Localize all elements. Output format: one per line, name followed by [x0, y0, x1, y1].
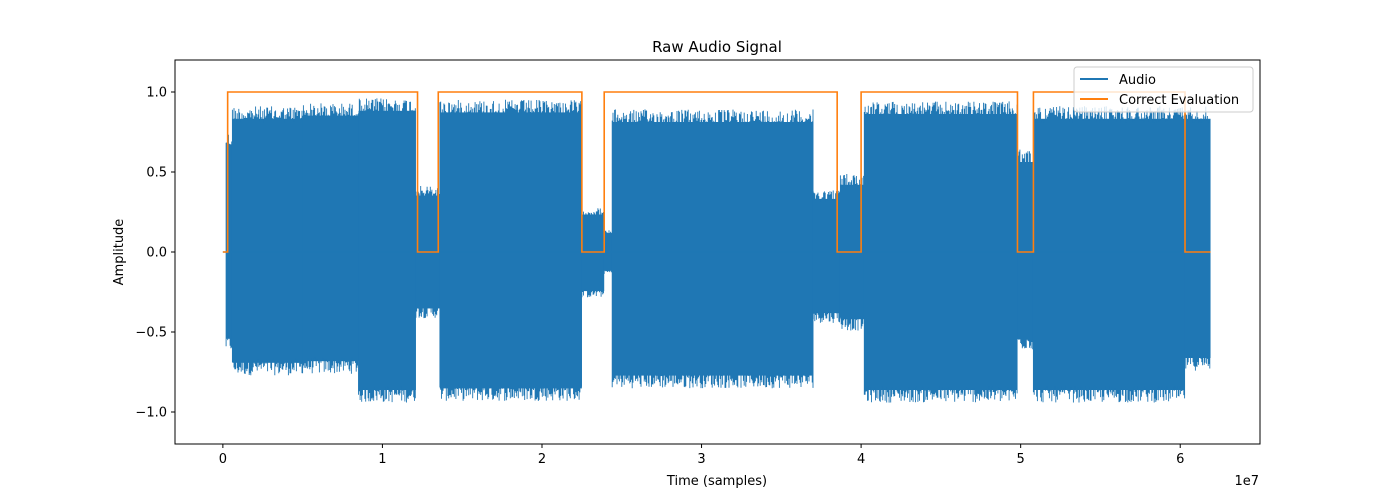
- y-tick-label: 1.0: [146, 86, 167, 101]
- audio-segment: [611, 109, 814, 389]
- x-tick-label: 1: [378, 452, 386, 467]
- audio-waveform: [231, 106, 303, 376]
- legend: Audio Correct Evaluation: [1073, 66, 1254, 113]
- audio-waveform: [225, 134, 233, 349]
- audio-segment: [225, 134, 233, 349]
- audio-waveform: [439, 99, 582, 401]
- x-axis-title: Time (samples): [666, 474, 767, 489]
- legend-label-audio: Audio: [1119, 73, 1156, 88]
- audio-segment: [302, 103, 359, 374]
- y-tick-label: −0.5: [135, 326, 167, 341]
- y-tick-label: 0.0: [146, 246, 167, 261]
- legend-label-correct-evaluation: Correct Evaluation: [1119, 93, 1239, 108]
- x-tick-label: 6: [1176, 452, 1184, 467]
- y-axis: −1.0 −0.5 0.0 0.5 1.0: [135, 86, 175, 421]
- audio-waveform: [358, 98, 416, 403]
- audio-waveform: [863, 101, 1018, 403]
- chart-title: Raw Audio Signal: [652, 38, 782, 56]
- audio-segment: [812, 190, 841, 323]
- series-audio: [222, 98, 1211, 403]
- audio-segment: [1032, 106, 1186, 403]
- audio-waveform: [1032, 106, 1186, 403]
- x-tick-label: 3: [697, 452, 705, 467]
- x-tick-label: 5: [1017, 452, 1025, 467]
- audio-waveform: [1184, 106, 1211, 371]
- audio-waveform: [611, 109, 814, 389]
- x-tick-label: 2: [538, 452, 546, 467]
- audio-waveform: [812, 190, 841, 323]
- x-tick-label: 4: [857, 452, 865, 467]
- x-offset-label: 1e7: [1234, 474, 1259, 489]
- plot-area: [174, 59, 1261, 445]
- series-layer: [222, 91, 1211, 403]
- audio-waveform: [302, 103, 359, 374]
- legend-box: [1073, 66, 1254, 113]
- x-axis: 0 1 2 3 4 5 6: [219, 444, 1184, 467]
- audio-segment: [1184, 106, 1211, 371]
- y-tick-label: 0.5: [146, 166, 167, 181]
- y-tick-label: −1.0: [135, 406, 167, 421]
- series-correct-evaluation: [222, 91, 1211, 253]
- audio-waveform: [1017, 149, 1034, 350]
- audio-segment: [439, 99, 582, 401]
- x-tick-label: 0: [219, 452, 227, 467]
- audio-segment: [358, 98, 416, 403]
- y-axis-title: Amplitude: [112, 219, 127, 286]
- audio-waveform: [839, 174, 865, 331]
- audio-segment: [231, 106, 303, 376]
- audio-segment: [1017, 149, 1034, 350]
